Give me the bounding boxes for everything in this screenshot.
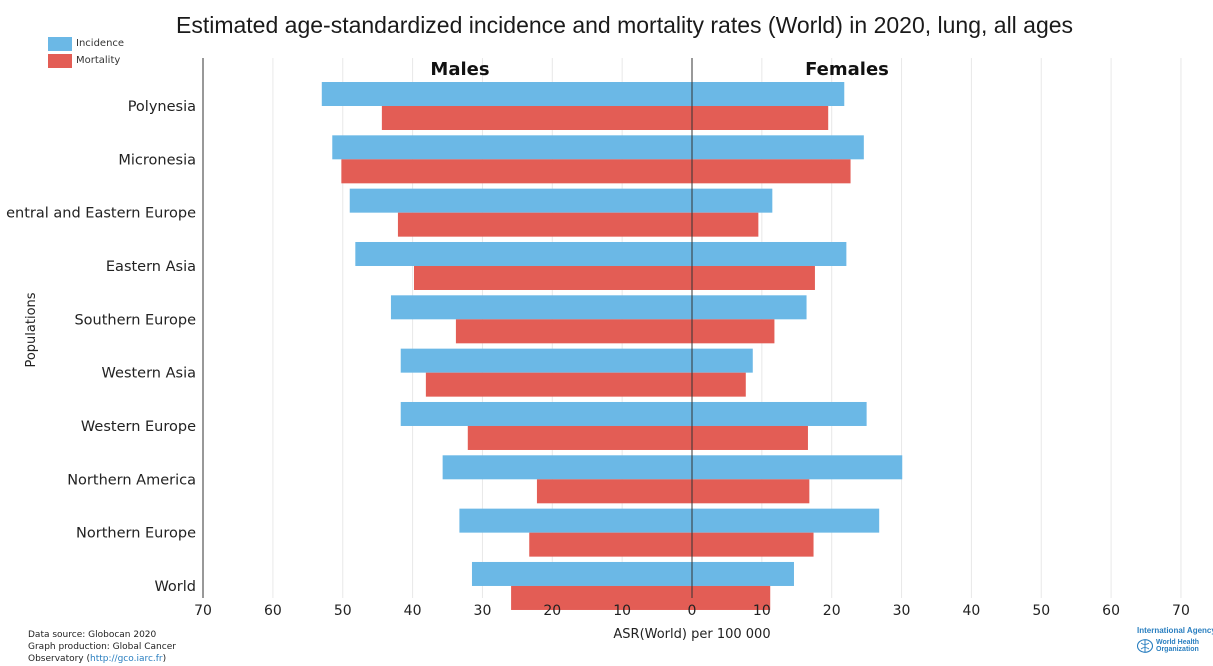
bar-incidence-male	[400, 401, 692, 426]
x-tick-label: 30	[893, 603, 911, 619]
x-tick-label: 70	[194, 603, 212, 619]
bar-mortality-male	[511, 585, 692, 610]
who-line-1: World Health	[1156, 639, 1200, 646]
bar-incidence-female	[692, 295, 807, 320]
x-tick-label: 20	[823, 603, 841, 619]
bar-mortality-female	[692, 265, 815, 290]
panel-label-males: Males	[430, 59, 489, 80]
category-label: Polynesia	[128, 99, 196, 115]
data-source-note: Data source: Globocan 2020 Graph product…	[28, 629, 176, 665]
x-axis-label: ASR(World) per 100 000	[613, 627, 770, 642]
bar-incidence-male	[332, 135, 692, 160]
bar-mortality-female	[692, 532, 814, 557]
who-line-2: Organization	[1156, 646, 1199, 653]
legend-mortality-label: Mortality	[76, 55, 121, 66]
bar-mortality-male	[397, 212, 692, 237]
bar-mortality-male	[536, 479, 692, 504]
x-tick-label: 50	[1032, 603, 1050, 619]
bar-incidence-female	[692, 135, 864, 160]
legend-item-incidence[interactable]: Incidence	[48, 35, 124, 52]
x-tick-label: 10	[753, 603, 771, 619]
bar-incidence-female	[692, 508, 880, 533]
x-tick-label: 40	[962, 603, 980, 619]
who-logo: World Health Organization	[1137, 639, 1213, 653]
bar-mortality-male	[413, 265, 692, 290]
bar-mortality-female	[692, 106, 829, 130]
x-tick-label: 70	[1172, 603, 1190, 619]
bar-incidence-female	[692, 348, 753, 373]
x-tick-label: 60	[1102, 603, 1120, 619]
bar-mortality-male	[341, 159, 692, 184]
bar-incidence-male	[442, 455, 692, 480]
incidence-swatch	[48, 36, 72, 51]
bar-incidence-male	[355, 241, 692, 266]
footer-suffix: )	[162, 654, 167, 664]
bar-incidence-female	[692, 188, 773, 213]
bar-incidence-female	[692, 241, 847, 266]
bar-incidence-female	[692, 82, 845, 106]
x-tick-label: 60	[264, 603, 282, 619]
chart-title: Estimated age-standardized incidence and…	[176, 12, 1074, 38]
footer-prefix: Observatory (	[28, 654, 90, 664]
x-tick-label: 30	[474, 603, 492, 619]
bar-incidence-male	[471, 561, 692, 586]
footer-line-observatory: Observatory (http://gco.iarc.fr)	[28, 653, 176, 665]
x-tick-label: 10	[613, 603, 631, 619]
category-label: Northern Europe	[76, 526, 196, 542]
bar-mortality-female	[692, 159, 851, 184]
x-tick-label: 0	[688, 603, 697, 619]
x-tick-label: 40	[404, 603, 422, 619]
mortality-swatch	[48, 53, 72, 68]
bar-incidence-female	[692, 561, 794, 586]
bar-incidence-male	[349, 188, 692, 213]
category-label: Western Europe	[81, 419, 196, 435]
who-emblem-icon	[1137, 639, 1153, 653]
category-label: World	[154, 579, 196, 595]
bar-incidence-male	[321, 82, 692, 106]
category-label: Eastern Asia	[106, 259, 196, 275]
category-label: Northern America	[67, 472, 196, 488]
x-tick-label: 20	[543, 603, 561, 619]
category-label: Micronesia	[118, 152, 196, 168]
bar-mortality-female	[692, 372, 746, 397]
legend: Incidence Mortality	[48, 35, 124, 69]
y-axis-label: Populations	[24, 292, 39, 367]
bar-mortality-female	[692, 479, 810, 504]
bar-mortality-female	[692, 585, 771, 610]
footer-line-source: Data source: Globocan 2020	[28, 630, 157, 640]
category-label: Southern Europe	[74, 312, 196, 328]
bar-incidence-male	[390, 295, 692, 320]
category-label: entral and Eastern Europe	[6, 206, 196, 222]
bar-mortality-male	[467, 425, 692, 450]
iarc-who-logo: International Agency f World Health Orga…	[1137, 626, 1213, 666]
bar-mortality-female	[692, 212, 759, 237]
bar-mortality-male	[381, 106, 692, 130]
bar-incidence-male	[459, 508, 692, 533]
footer-line-production: Graph production: Global Cancer	[28, 642, 176, 652]
bar-mortality-male	[529, 532, 692, 557]
legend-incidence-label: Incidence	[76, 38, 125, 49]
category-label: Western Asia	[102, 366, 196, 382]
panel-label-females: Females	[805, 59, 889, 80]
legend-item-mortality[interactable]: Mortality	[48, 52, 124, 69]
iarc-logo-text: International Agency f	[1137, 626, 1213, 635]
bar-mortality-male	[425, 372, 692, 397]
bar-mortality-male	[455, 319, 692, 344]
bar-incidence-female	[692, 401, 867, 426]
bar-mortality-female	[692, 425, 808, 450]
x-tick-label: 50	[334, 603, 352, 619]
bar-incidence-female	[692, 455, 903, 480]
gco-link[interactable]: http://gco.iarc.fr	[90, 654, 163, 664]
bar-incidence-male	[400, 348, 692, 373]
bar-mortality-female	[692, 319, 775, 344]
